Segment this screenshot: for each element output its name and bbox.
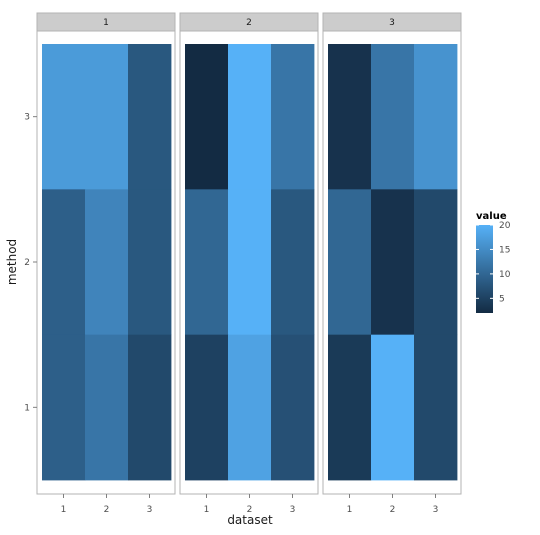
heatmap-tile — [414, 44, 458, 190]
y-tick-label: 1 — [24, 403, 30, 413]
heatmap-tile — [85, 334, 129, 481]
x-tick-label: 3 — [290, 505, 296, 515]
heatmap-tile — [85, 189, 129, 336]
heatmap-tile — [271, 44, 315, 190]
facet-panel-1: 1 1 2 3 — [36, 12, 176, 515]
legend-tick-label: 15 — [499, 245, 510, 255]
heatmap-tile — [228, 334, 272, 481]
x-axis-title: dataset — [227, 513, 273, 527]
x-tick-label: 1 — [347, 505, 353, 515]
facet-strip-label: 2 — [246, 18, 252, 28]
heatmap-tile — [271, 189, 315, 336]
x-tick-label: 2 — [390, 505, 396, 515]
heatmap-tile — [328, 189, 372, 336]
x-tick-label: 3 — [147, 505, 153, 515]
y-tick-label: 3 — [24, 113, 30, 123]
y-axis-title: method — [5, 239, 19, 285]
heatmap-tile — [271, 334, 315, 481]
x-tick-label: 1 — [61, 505, 67, 515]
heatmap-tile — [128, 189, 172, 336]
legend-tick-label: 10 — [499, 270, 511, 280]
heatmap-tile — [185, 189, 229, 336]
facet-panels: 1 1 2 3 2 1 2 3 3 1 2 3 — [36, 12, 462, 515]
x-tick-label: 2 — [247, 505, 253, 515]
y-axis: 1 2 3 — [24, 113, 37, 413]
facet-strip-label: 1 — [103, 18, 109, 28]
legend-colorbar — [476, 225, 493, 313]
x-tick-label: 3 — [433, 505, 439, 515]
heatmap-tile — [185, 44, 229, 190]
heatmap-tile — [42, 189, 86, 336]
legend-title: value — [476, 211, 507, 222]
heatmap-tile — [414, 334, 458, 481]
heatmap-tile — [371, 44, 415, 190]
heatmap-tile — [85, 44, 129, 190]
heatmap-tile — [371, 189, 415, 336]
heatmap-tile — [42, 44, 86, 190]
heatmap-tile — [414, 189, 458, 336]
heatmap-tile — [328, 334, 372, 481]
heatmap-tile — [42, 334, 86, 481]
heatmap-tile — [185, 334, 229, 481]
legend: value 5 10 15 20 — [476, 211, 511, 313]
heatmap-tile — [371, 334, 415, 481]
heatmap-tile — [128, 334, 172, 481]
heatmap-tile — [128, 44, 172, 190]
legend-tick-label: 20 — [499, 221, 511, 231]
y-tick-label: 2 — [24, 258, 30, 268]
facet-panel-2: 2 1 2 3 — [179, 12, 319, 515]
facet-panel-3: 3 1 2 3 — [322, 12, 462, 515]
legend-tick-label: 5 — [499, 294, 505, 304]
heatmap-tile — [228, 189, 272, 336]
heatmap-tile — [328, 44, 372, 190]
heatmap-tile — [228, 44, 272, 190]
x-tick-label: 2 — [104, 505, 110, 515]
x-tick-label: 1 — [204, 505, 210, 515]
facet-strip-label: 3 — [389, 18, 395, 28]
